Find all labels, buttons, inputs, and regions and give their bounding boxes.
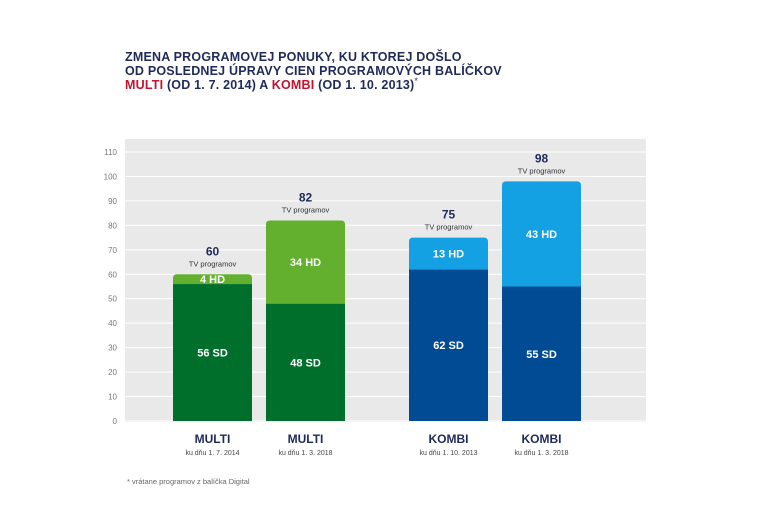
y-tick-label: 80 [108, 221, 117, 230]
y-tick-label: 110 [104, 148, 117, 157]
title-kombi: KOMBI [271, 78, 315, 92]
bar-sd-label: 55 SD [526, 349, 557, 361]
y-tick-label: 50 [108, 295, 117, 304]
y-tick-label: 0 [113, 417, 118, 426]
bar-sd-segment [173, 284, 252, 421]
bar-total-value: 82 [299, 190, 313, 204]
x-category-name: MULTI [288, 432, 324, 446]
x-category-name: KOMBI [522, 432, 562, 446]
x-category-name: MULTI [195, 432, 231, 446]
x-category-date: ku dňu 1. 7. 2014 [185, 450, 239, 457]
bar-total-unit: TV programov [189, 259, 237, 268]
bar-total-value: 60 [206, 244, 220, 258]
y-tick-label: 10 [108, 393, 117, 402]
y-axis-ticks: 0 10 20 30 40 50 60 70 80 90 100 110 [104, 148, 118, 426]
bar-sd-label: 48 SD [290, 357, 321, 369]
bar-sd-segment [502, 286, 581, 421]
y-tick-label: 90 [108, 197, 117, 206]
title-line-1: ZMENA PROGRAMOVEJ PONUKY, KU KTOREJ DOŠL… [125, 50, 462, 64]
bar-total-unit: TV programov [518, 166, 566, 175]
bar-total-unit: TV programov [282, 205, 330, 214]
bar-hd-label: 13 HD [433, 248, 464, 260]
bar-total-value: 98 [535, 151, 549, 165]
y-tick-label: 30 [108, 344, 117, 353]
y-tick-label: 20 [108, 368, 117, 377]
y-tick-label: 100 [104, 172, 118, 181]
x-category-date: ku dňu 1. 3. 2018 [514, 450, 568, 457]
title-multi: MULTI [125, 78, 164, 92]
y-tick-label: 60 [108, 270, 117, 279]
bar-hd-segment [266, 220, 345, 304]
bar-hd-label: 34 HD [290, 257, 321, 269]
bar-total-unit: TV programov [425, 223, 473, 232]
bar-hd-label: 43 HD [526, 229, 557, 241]
bar-hd-segment [409, 237, 488, 270]
x-category-name: KOMBI [429, 432, 469, 446]
title-line-2: OD POSLEDNEJ ÚPRAVY CIEN PROGRAMOVÝCH BA… [125, 64, 502, 78]
bar-hd-segment [173, 274, 252, 285]
bar-total-value: 75 [442, 208, 456, 222]
y-tick-label: 40 [108, 319, 117, 328]
bar-hd-segment [502, 181, 581, 287]
bar-hd-label: 4 HD [200, 274, 225, 286]
bar-labels: 56 SD 4 HD 48 SD 34 HD 62 SD 13 HD 55 SD 43 HD [197, 229, 557, 369]
x-axis-labels: MULTI ku dňu 1. 7. 2014 MULTI ku dňu 1. 3. … [185, 432, 568, 457]
title-middle: (OD 1. 7. 2014) A [163, 78, 272, 92]
x-category-date: ku dňu 1. 3. 2018 [278, 450, 332, 457]
bars [173, 181, 581, 421]
bar-sd-segment [266, 303, 345, 421]
y-tick-label: 70 [108, 246, 117, 255]
chart-title: ZMENA PROGRAMOVEJ PONUKY, KU KTOREJ DOŠL… [125, 50, 645, 92]
title-end: (OD 1. 10. 2013) [314, 78, 415, 92]
bar-sd-segment [409, 269, 488, 421]
title-line-3: MULTI (OD 1. 7. 2014) A KOMBI (OD 1. 10.… [125, 75, 645, 92]
title-asterisk: * [414, 75, 419, 86]
footnote: * vrátane programov z balíčka Digital [127, 477, 250, 486]
x-category-date: ku dňu 1. 10. 2013 [420, 450, 478, 457]
bar-sd-label: 62 SD [433, 340, 464, 352]
bar-sd-label: 56 SD [197, 348, 228, 360]
